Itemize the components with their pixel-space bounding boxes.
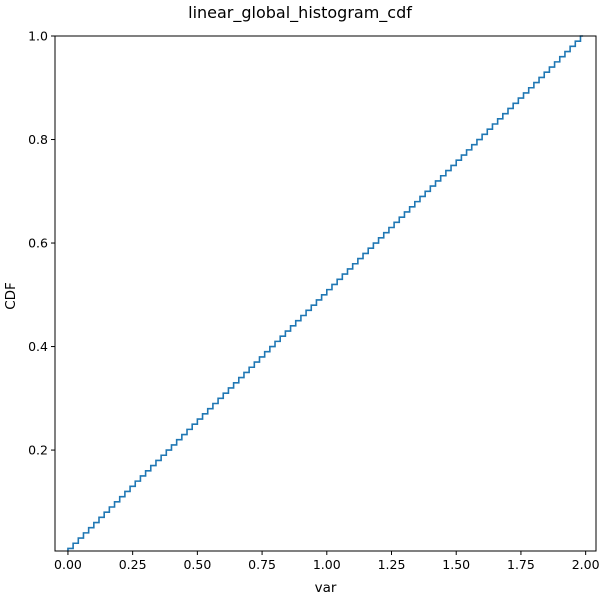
x-tick-label: 0.75: [248, 557, 276, 572]
cdf-step-line: [67, 35, 584, 551]
y-tick-label: 1.0: [28, 29, 48, 44]
chart-title: linear_global_histogram_cdf: [188, 3, 412, 23]
x-tick-label: 1.50: [442, 557, 470, 572]
x-tick-label: 1.00: [313, 557, 341, 572]
y-tick-label: 0.8: [28, 132, 48, 147]
x-tick-label: 0.00: [54, 557, 82, 572]
x-tick-label: 2.00: [572, 557, 600, 572]
x-axis-label: var: [315, 580, 337, 596]
x-tick-label: 1.25: [378, 557, 406, 572]
y-tick-label: 0.6: [28, 236, 48, 251]
x-tick-label: 0.25: [119, 557, 147, 572]
x-axis: 0.00 0.25 0.50 0.75 1.00 1.25 1.50 1.75 2.00: [54, 551, 600, 572]
x-tick-label: 0.50: [183, 557, 211, 572]
y-tick-label: 0.4: [28, 339, 48, 354]
y-tick-label: 0.2: [28, 443, 48, 458]
plot-area: [54, 35, 597, 552]
x-tick-label: 1.75: [507, 557, 535, 572]
axes-frame: [54, 35, 597, 552]
y-axis-label: CDF: [3, 282, 19, 310]
y-axis: 0.2 0.4 0.6 0.8 1.0: [28, 29, 55, 458]
